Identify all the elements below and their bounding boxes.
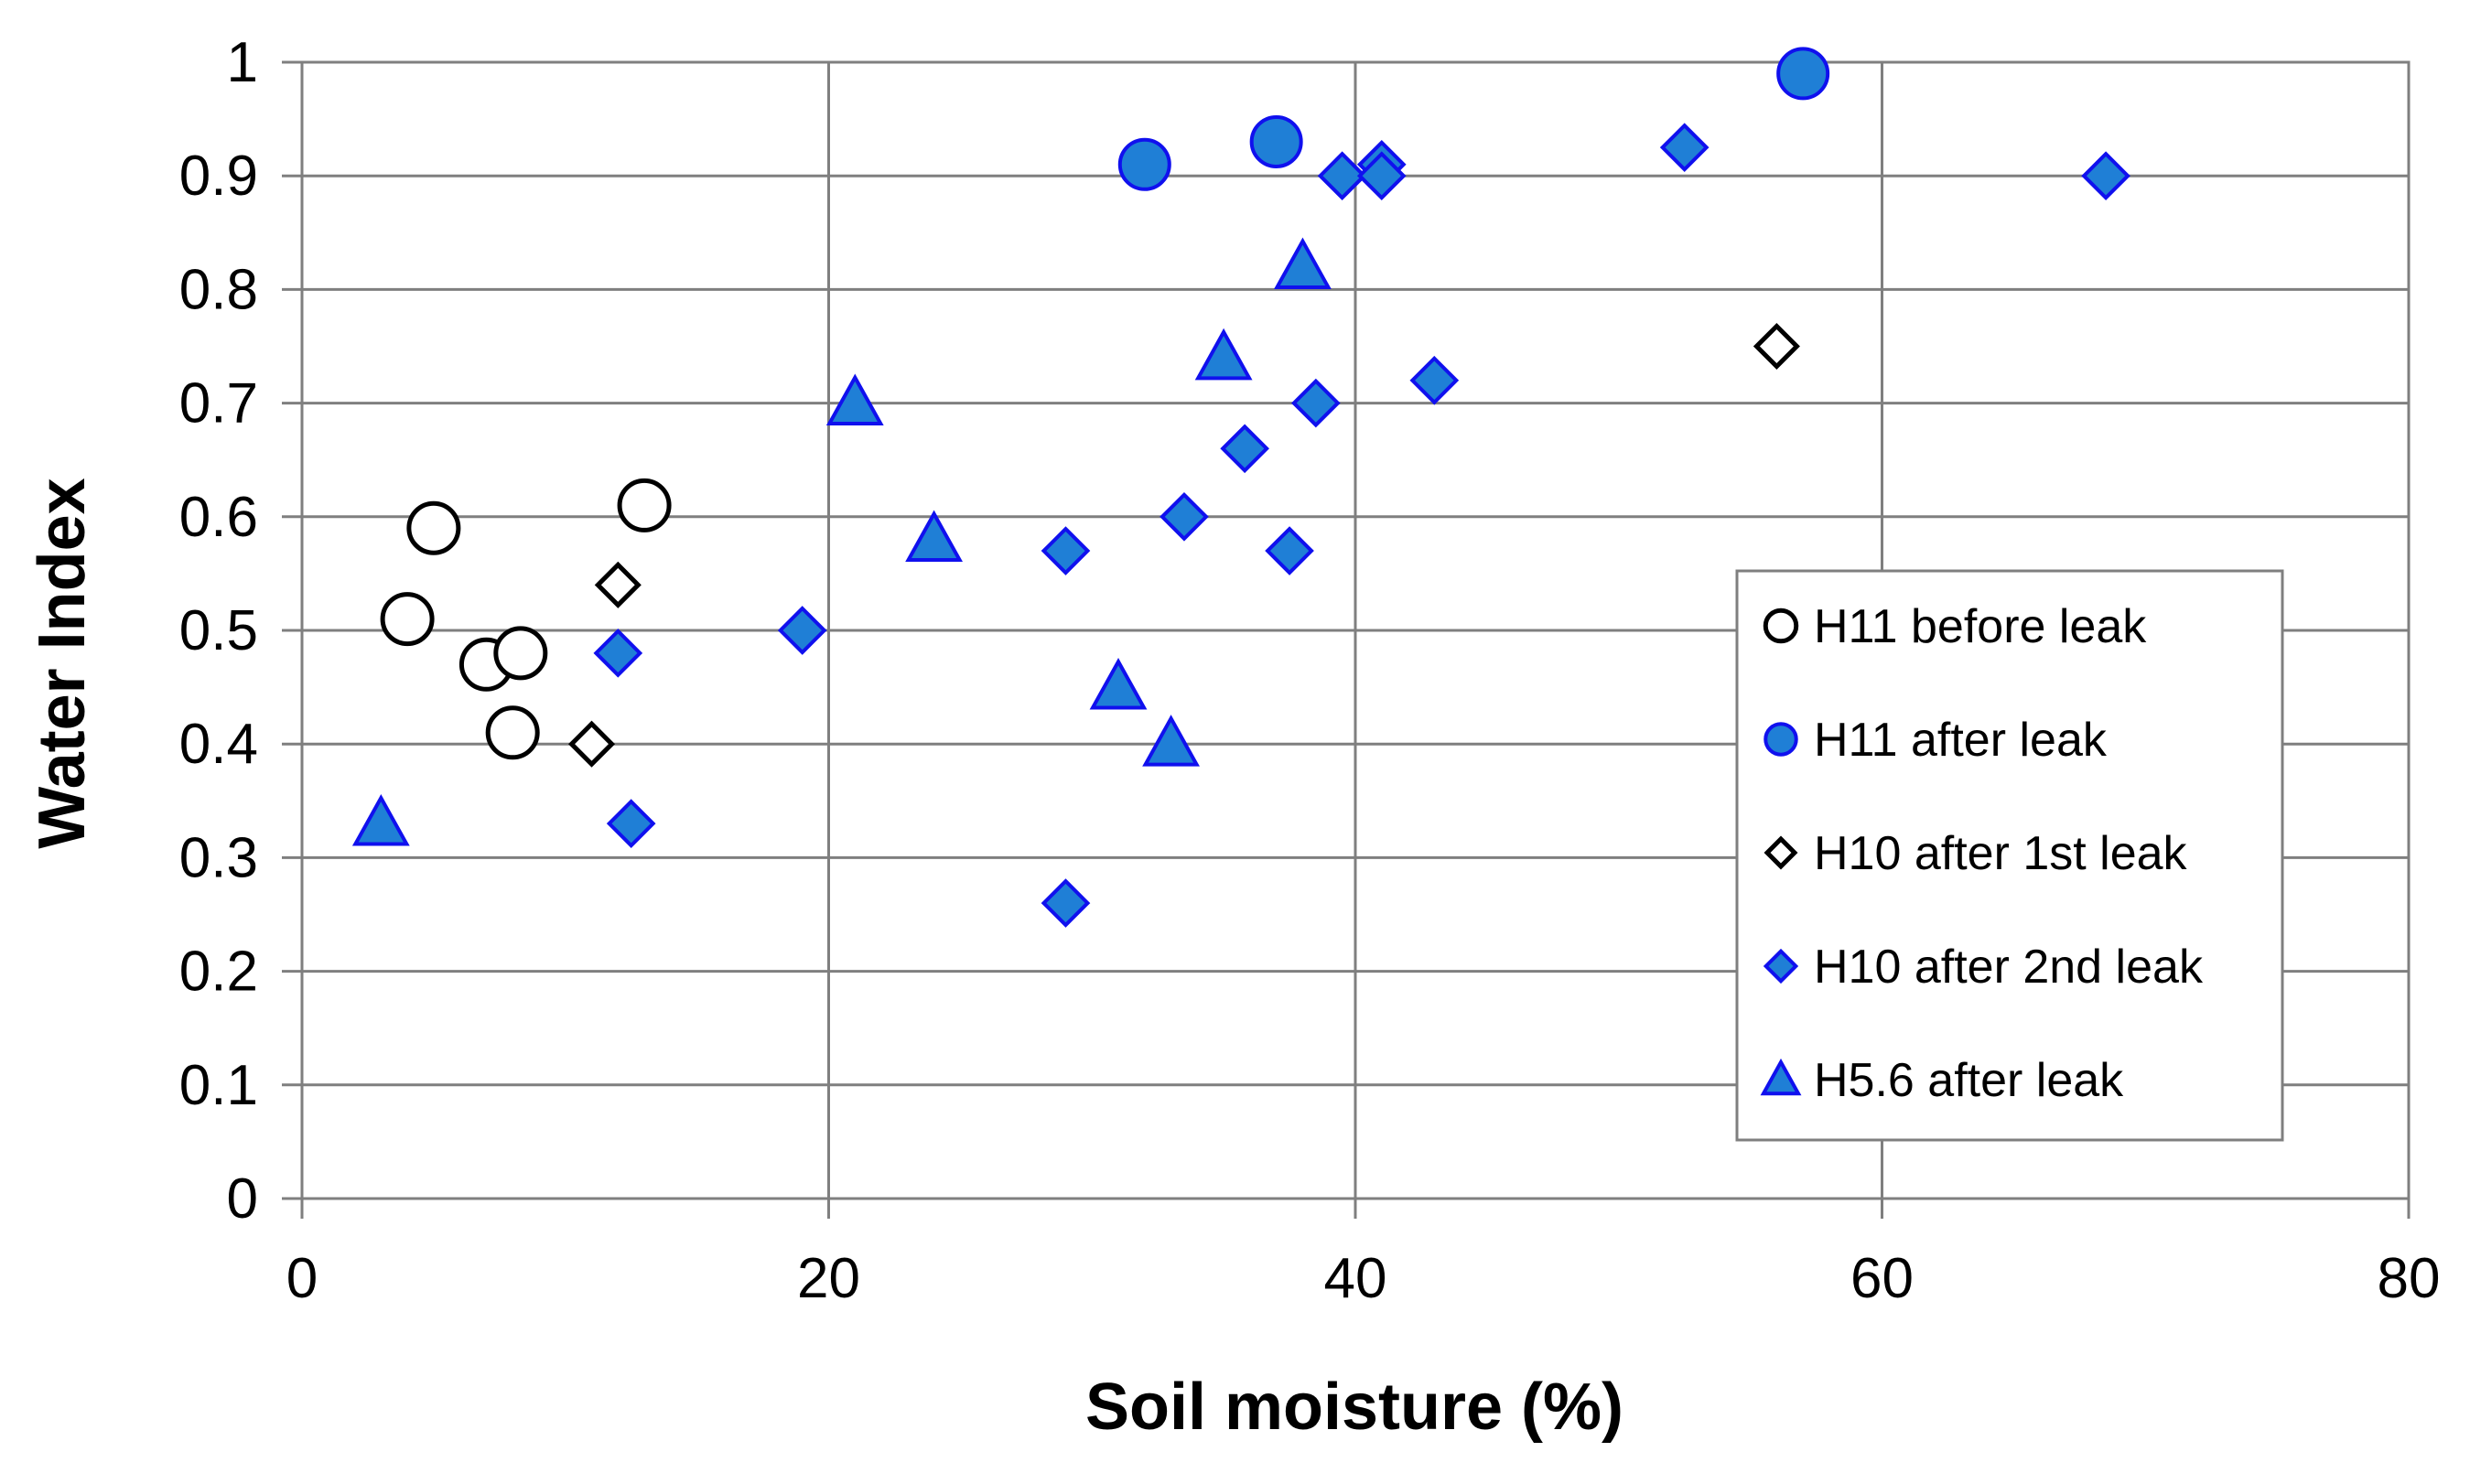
legend-label: H10 after 2nd leak — [1814, 941, 2204, 994]
data-point-diamond — [2081, 151, 2130, 201]
data-point-diamond — [1220, 424, 1269, 474]
series-2 — [567, 322, 1800, 768]
y-tick-label: 0.6 — [179, 486, 258, 549]
y-axis-title: Water Index — [26, 478, 99, 848]
legend-swatch-circle — [1763, 608, 1799, 644]
x-tick-label: 80 — [2378, 1247, 2441, 1310]
legend-swatch-diamond — [1763, 948, 1799, 984]
data-point-diamond — [1159, 491, 1209, 542]
data-point-circle — [1249, 114, 1303, 168]
data-point-circle — [485, 705, 540, 760]
data-point-diamond — [1409, 355, 1460, 405]
y-tick-label: 0.7 — [179, 372, 258, 436]
axes — [282, 60, 2411, 1219]
data-point-triangle — [1142, 715, 1200, 767]
y-tick-label: 0.5 — [179, 599, 258, 662]
legend-item: H10 after 2nd leak — [1763, 941, 2204, 994]
tick-labels: 0 0.1 0.2 0.3 0.4 0.5 0.6 0.7 0.8 0.9 1 0 20 40 60 80 — [179, 31, 2441, 1310]
data-point-diamond — [1356, 151, 1407, 201]
data-point-diamond — [1041, 526, 1091, 575]
legend-label: H10 after 1st leak — [1814, 827, 2188, 880]
data-point-circle — [1117, 137, 1171, 191]
legend-item: H10 after 1st leak — [1764, 827, 2188, 880]
x-tick-label: 20 — [797, 1247, 860, 1310]
legend-item: H11 after leak — [1764, 714, 2108, 767]
y-tick-label: 0.1 — [179, 1054, 258, 1117]
data-point-diamond — [1317, 151, 1367, 201]
data-point-triangle — [825, 373, 884, 425]
y-tick-label: 0.3 — [179, 826, 258, 889]
data-point-diamond — [593, 629, 643, 678]
data-point-circle — [493, 626, 548, 681]
legend-swatch-diamond — [1764, 835, 1798, 870]
data-point-diamond — [567, 720, 616, 768]
legend-label: H11 after leak — [1814, 714, 2108, 767]
series-1 — [1117, 47, 1830, 191]
y-tick-label: 0.8 — [179, 258, 258, 321]
x-axis-title: Soil moisture (%) — [1085, 1371, 1623, 1444]
x-tick-label: 40 — [1324, 1247, 1387, 1310]
data-point-diamond — [1041, 878, 1091, 928]
data-point-triangle — [351, 794, 410, 846]
legend-box — [1735, 569, 2284, 1142]
data-point-circle — [406, 500, 461, 555]
data-point-triangle — [1274, 237, 1332, 289]
data-point-triangle — [1089, 657, 1148, 710]
y-tick-label: 0.2 — [179, 941, 258, 1004]
data-point-circle — [617, 478, 672, 532]
legend-swatch-triangle — [1760, 1058, 1802, 1096]
data-point-circle — [1776, 47, 1830, 101]
legend: H11 before leak H11 after leak H10 after 1… — [1735, 569, 2284, 1142]
data-point-diamond — [606, 799, 656, 848]
x-tick-label: 0 — [286, 1247, 318, 1310]
series-3 — [593, 123, 2130, 928]
series-0 — [380, 478, 672, 760]
legend-label: H11 before leak — [1814, 600, 2147, 653]
data-point-diamond — [1659, 123, 1710, 172]
data-point-triangle — [1194, 328, 1253, 381]
data-point-diamond — [1291, 378, 1341, 428]
data-point-diamond — [594, 561, 642, 608]
data-point-diamond — [1265, 526, 1314, 575]
y-tick-label: 0 — [227, 1167, 258, 1231]
x-tick-label: 60 — [1850, 1247, 1914, 1310]
data-point-triangle — [905, 510, 963, 563]
data-markers — [351, 47, 2130, 928]
y-tick-label: 0.4 — [179, 713, 258, 776]
data-point-circle — [380, 592, 435, 647]
data-point-diamond — [777, 606, 827, 655]
legend-item: H5.6 after leak — [1760, 1054, 2124, 1107]
y-tick-label: 0.9 — [179, 145, 258, 208]
series-4 — [351, 237, 1332, 846]
legend-item: H11 before leak — [1763, 600, 2147, 653]
data-point-diamond — [1753, 322, 1800, 371]
legend-label: H5.6 after leak — [1814, 1054, 2124, 1107]
legend-swatch-circle — [1764, 722, 1798, 757]
y-tick-label: 1 — [227, 31, 258, 94]
